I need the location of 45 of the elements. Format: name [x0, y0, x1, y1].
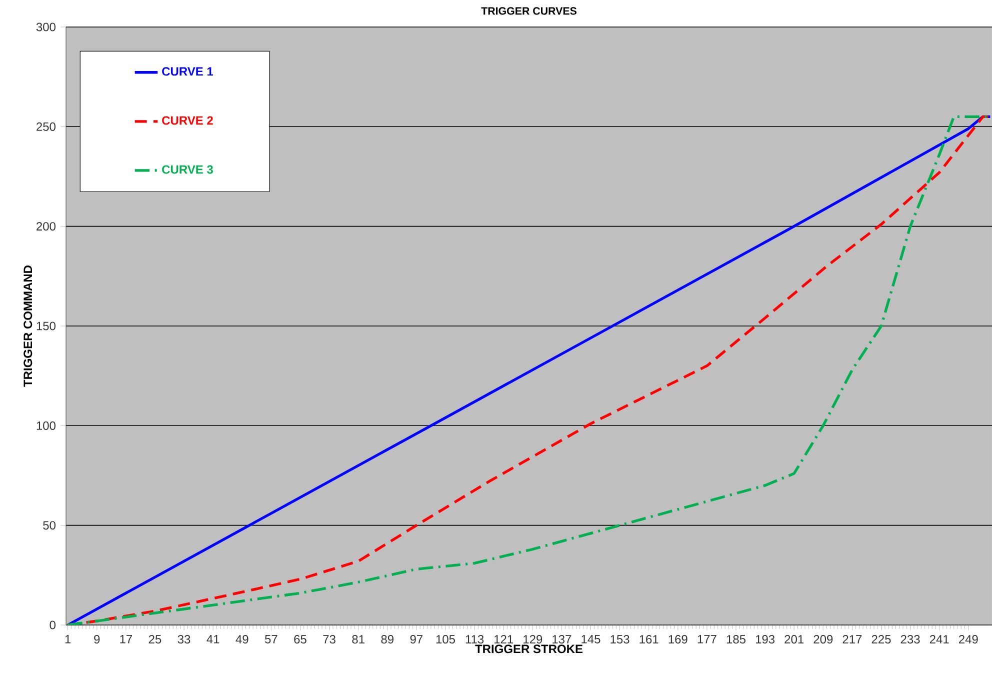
x-tick-label: 41 — [206, 635, 220, 644]
x-tick-label: 33 — [178, 635, 190, 644]
y-axis-title: TRIGGER COMMAND — [24, 266, 32, 387]
y-tick-label: 300 — [36, 22, 56, 32]
x-tick-label: 137 — [552, 635, 572, 644]
x-tick-label: 185 — [726, 635, 746, 644]
x-tick-label: 153 — [610, 635, 630, 644]
y-tick-label: 200 — [36, 222, 56, 231]
x-tick-label: 121 — [494, 635, 514, 644]
x-tick-label: 233 — [900, 635, 920, 644]
x-tick-label: 145 — [582, 635, 600, 644]
x-tick-label: 49 — [236, 635, 248, 644]
x-tick-label: 105 — [436, 635, 455, 644]
x-tick-label: 217 — [842, 635, 862, 644]
x-tick-label: 9 — [94, 635, 100, 644]
x-tick-label: 81 — [352, 635, 364, 644]
x-tick-label: 17 — [120, 635, 132, 644]
y-tick-label: 250 — [36, 122, 56, 131]
x-tick-label: 113 — [466, 635, 484, 644]
x-tick-label: 169 — [668, 635, 688, 644]
x-tick-label: 25 — [148, 635, 162, 644]
x-tick-label: 225 — [872, 635, 891, 644]
x-tick-label: 57 — [264, 635, 278, 644]
x-tick-label: 193 — [756, 635, 775, 644]
x-tick-label: 209 — [814, 635, 833, 644]
legend-label: CURVE 2 — [162, 116, 213, 125]
x-tick-label: 89 — [381, 635, 394, 644]
x-tick-label: 129 — [524, 635, 542, 644]
x-tick-label: 65 — [294, 635, 306, 644]
legend-label: CURVE 1 — [162, 67, 214, 76]
x-axis-title: TRIGGER STROKE — [475, 644, 583, 654]
y-tick-label: 0 — [50, 620, 56, 630]
legend-label: CURVE 3 — [162, 165, 213, 174]
y-tick-label: 50 — [43, 521, 56, 530]
x-tick-label: 97 — [410, 635, 422, 644]
x-tick-label: 1 — [65, 635, 71, 644]
y-tick-label: 100 — [36, 421, 56, 430]
y-tick-label: 150 — [36, 322, 56, 330]
x-tick-label: 73 — [323, 635, 336, 644]
x-tick-label: 201 — [784, 635, 804, 644]
x-tick-label: 249 — [958, 635, 978, 644]
x-tick-label: 177 — [698, 635, 716, 644]
x-tick-label: 161 — [640, 635, 658, 644]
x-tick-label: 241 — [930, 635, 949, 644]
chart-title: TRIGGER CURVES — [481, 7, 576, 15]
